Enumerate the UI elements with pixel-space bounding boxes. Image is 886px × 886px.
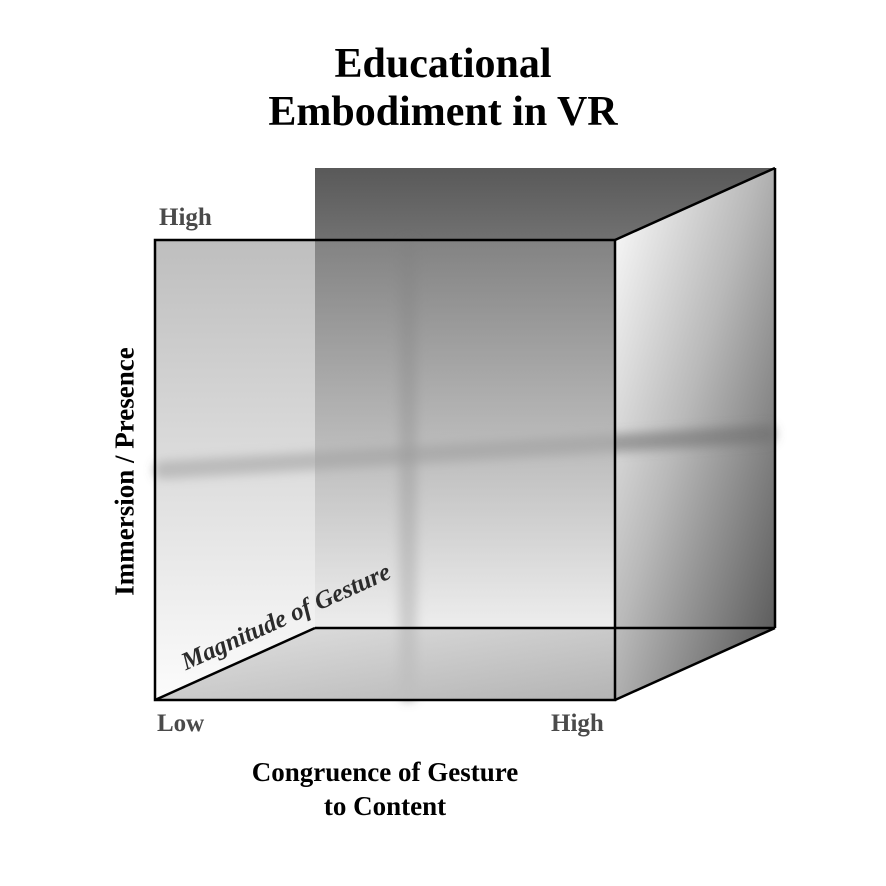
x-axis-label-line-1: Congruence of Gesture — [155, 756, 615, 790]
x-axis-label-line-2: to Content — [155, 790, 615, 824]
x-axis-label: Congruence of Gesture to Content — [155, 756, 615, 824]
title-line-1: Educational — [0, 40, 886, 88]
x-axis-tick-high: High — [551, 710, 604, 738]
x-axis-tick-low: Low — [157, 710, 204, 738]
y-axis-label: Immersion / Presence — [110, 332, 141, 612]
figure-title: Educational Embodiment in VR — [0, 40, 886, 137]
diagram-canvas: Educational Embodiment in VR Immersion /… — [0, 0, 886, 886]
y-axis-tick-high: High — [159, 204, 212, 232]
title-line-2: Embodiment in VR — [0, 88, 886, 136]
